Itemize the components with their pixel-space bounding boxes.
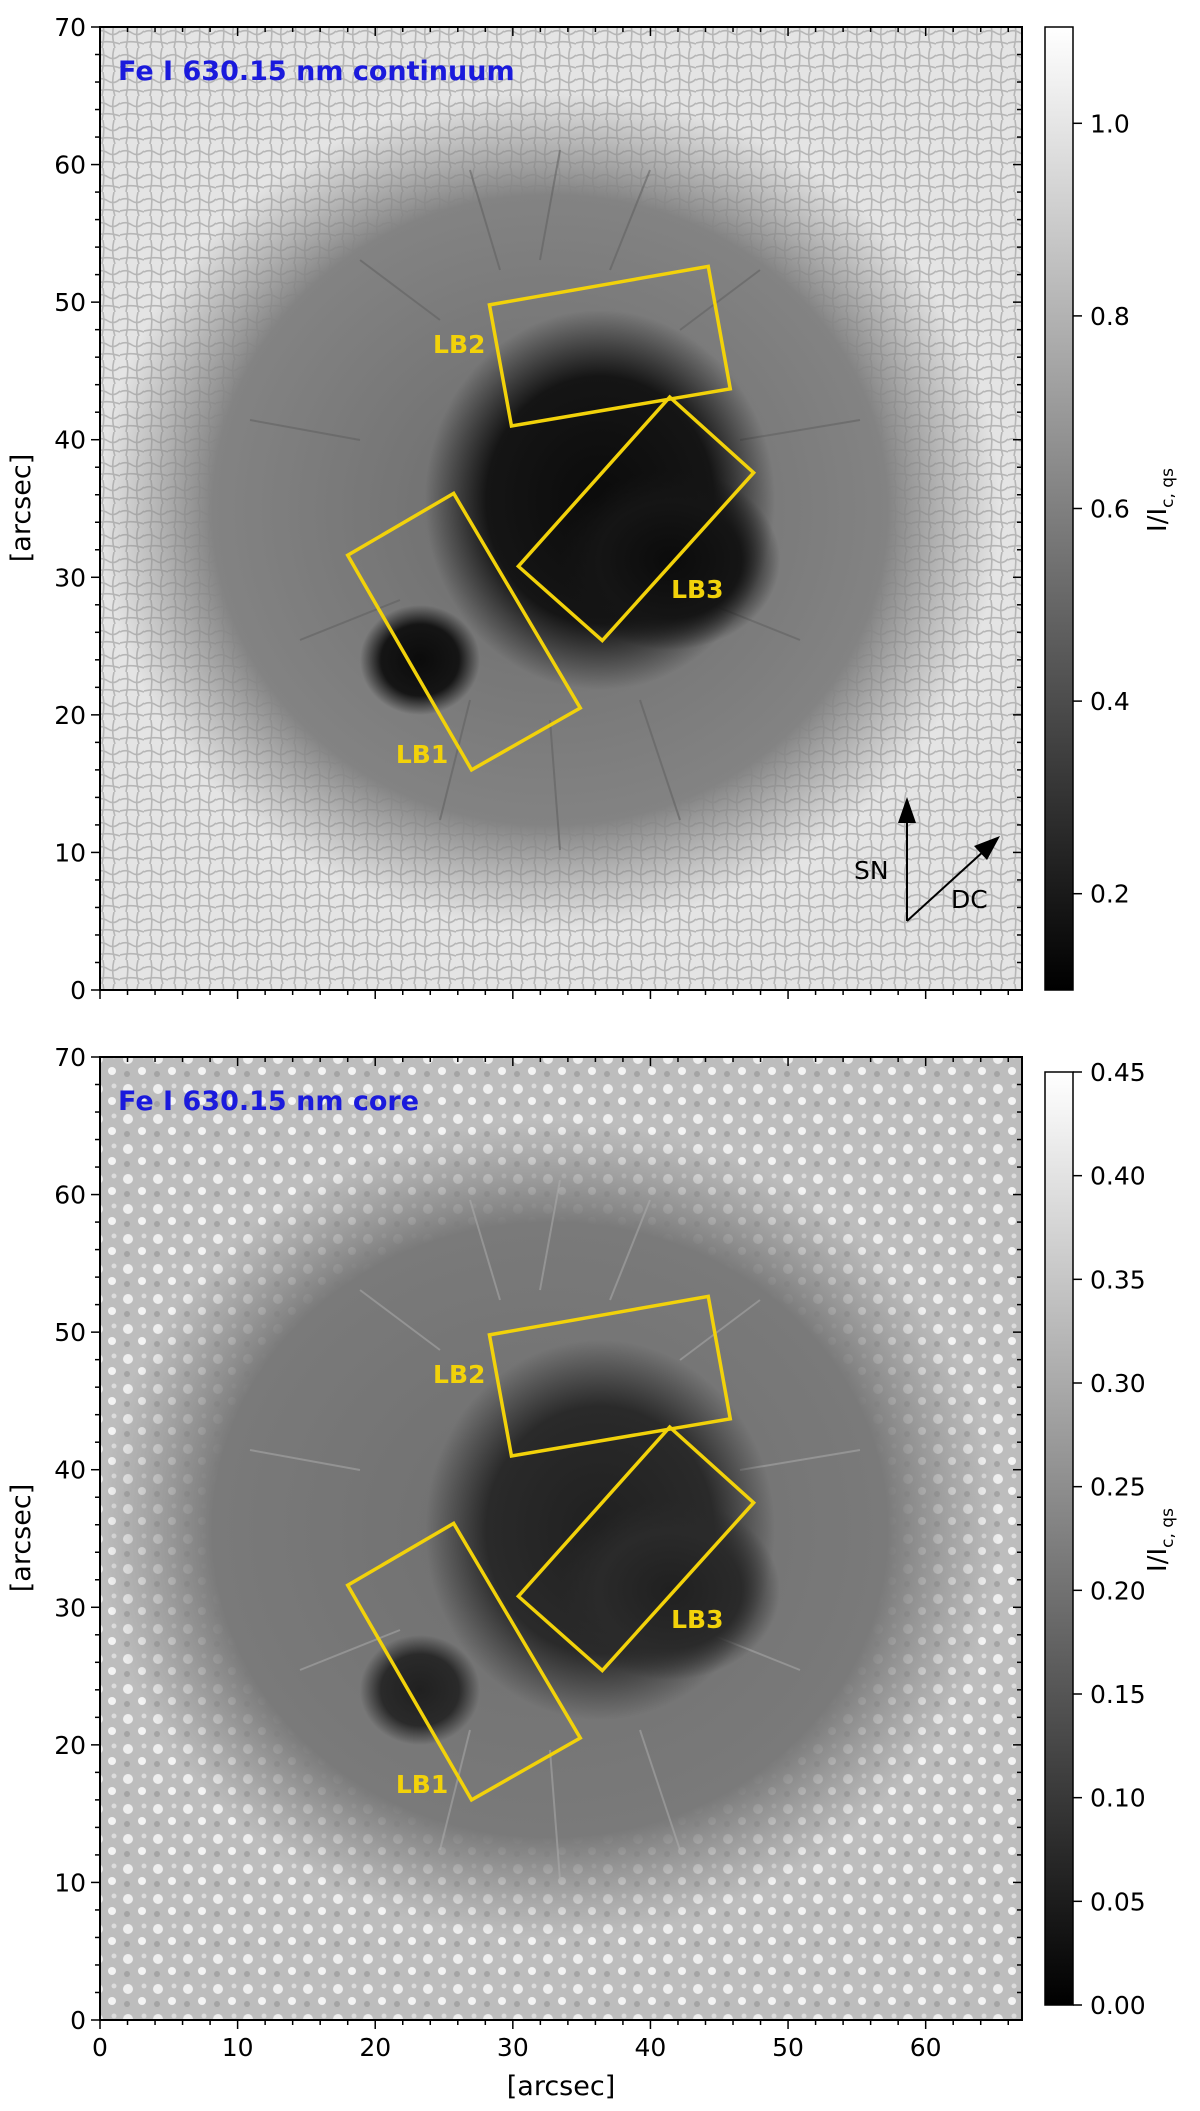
y-tick-label: 0 bbox=[70, 976, 86, 1005]
box-label-lb2: LB2 bbox=[433, 1360, 485, 1389]
box-label-lb1: LB1 bbox=[396, 740, 448, 769]
box-lb3 bbox=[515, 394, 757, 644]
x-tick-label: 40 bbox=[635, 2033, 667, 2062]
box-label-lb1: LB1 bbox=[396, 1770, 448, 1799]
x-tick-label: 50 bbox=[772, 2033, 804, 2062]
x-tick-label: 20 bbox=[359, 2033, 391, 2062]
colorbar-tick-label: 0.25 bbox=[1090, 1473, 1146, 1502]
sn-label: SN bbox=[854, 856, 889, 885]
core-xlabel: [arcsec] bbox=[507, 2071, 616, 2102]
arrow-up-icon bbox=[898, 797, 916, 823]
x-tick-label: 60 bbox=[910, 2033, 942, 2062]
colorbar-tick-label: 0.2 bbox=[1090, 880, 1130, 909]
orientation-arrows: SN DC bbox=[854, 797, 1000, 922]
core-panel: 0 10 20 30 40 50 60 0 10 20 30 40 50 60 70 Fe I 630.1… bbox=[6, 1043, 1178, 2102]
x-tick-label: 0 bbox=[92, 2033, 108, 2062]
continuum-colorbar-ticks: 0.2 0.4 0.6 0.8 1.0 bbox=[1073, 109, 1130, 909]
x-tick-label: 30 bbox=[497, 2033, 529, 2062]
colorbar-tick-label: 0.30 bbox=[1090, 1369, 1146, 1398]
y-tick-label: 20 bbox=[54, 701, 86, 730]
colorbar-tick-label: 0.00 bbox=[1090, 1991, 1146, 2020]
arrow-diagonal-icon bbox=[974, 836, 1000, 860]
colorbar-tick-label: 0.20 bbox=[1090, 1576, 1146, 1605]
core-colorbar: 0.00 0.05 0.10 0.15 0.20 0.25 0.30 0.35 0.40 0.45… bbox=[1044, 1058, 1178, 2020]
core-ylabel: [arcsec] bbox=[6, 1484, 37, 1593]
box-lb2 bbox=[487, 264, 733, 428]
colorbar-tick-label: 1.0 bbox=[1090, 109, 1130, 138]
box-lb1 bbox=[345, 490, 583, 773]
y-tick-label: 70 bbox=[54, 1043, 86, 1072]
x-tick-label: 10 bbox=[222, 2033, 254, 2062]
continuum-ylabel: [arcsec] bbox=[6, 454, 37, 563]
core-axes-frame bbox=[99, 1056, 1023, 2021]
colorbar-tick-label: 0.15 bbox=[1090, 1680, 1146, 1709]
y-tick-label: 70 bbox=[54, 13, 86, 42]
colorbar-tick-label: 0.8 bbox=[1090, 302, 1130, 331]
colorbar-tick-label: 0.6 bbox=[1090, 495, 1130, 524]
continuum-panel: 0 10 20 30 40 50 60 70 Fe I 630.15 nm continuum… bbox=[6, 13, 1178, 1005]
y-tick-label: 50 bbox=[54, 288, 86, 317]
y-tick-label: 0 bbox=[70, 2006, 86, 2035]
continuum-y-ticks: 0 10 20 30 40 50 60 70 bbox=[54, 13, 1022, 1005]
core-colorbar-ticks: 0.00 0.05 0.10 0.15 0.20 0.25 0.30 0.35 0.40 0.45 bbox=[1073, 1058, 1146, 2020]
y-tick-label: 30 bbox=[54, 1593, 86, 1622]
y-tick-label: 10 bbox=[54, 1868, 86, 1897]
box-lb1 bbox=[345, 1520, 583, 1803]
colorbar-tick-label: 0.05 bbox=[1090, 1887, 1146, 1916]
core-image bbox=[100, 1057, 1022, 2020]
box-lb2 bbox=[487, 1294, 733, 1458]
y-tick-label: 60 bbox=[54, 151, 86, 180]
y-tick-label: 30 bbox=[54, 563, 86, 592]
box-lb3 bbox=[515, 1424, 757, 1674]
y-tick-label: 40 bbox=[54, 1456, 86, 1485]
core-light-bridge-boxes: LB1 LB2 LB3 bbox=[345, 1294, 757, 1803]
continuum-image bbox=[100, 27, 1022, 990]
colorbar-tick-label: 0.40 bbox=[1090, 1162, 1146, 1191]
y-tick-label: 10 bbox=[54, 838, 86, 867]
core-y-ticks: 0 10 20 30 40 50 60 70 bbox=[54, 1043, 1022, 2035]
colorbar-tick-label: 0.35 bbox=[1090, 1265, 1146, 1294]
continuum-light-bridge-boxes: LB1 LB2 LB3 bbox=[345, 264, 757, 773]
y-tick-label: 50 bbox=[54, 1318, 86, 1347]
colorbar-tick-label: 0.10 bbox=[1090, 1784, 1146, 1813]
core-colorbar-label: I/Ic, qs bbox=[1143, 1508, 1178, 1572]
continuum-title: Fe I 630.15 nm continuum bbox=[118, 56, 515, 87]
y-tick-label: 60 bbox=[54, 1181, 86, 1210]
box-label-lb3: LB3 bbox=[671, 575, 723, 604]
continuum-colorbar: 0.2 0.4 0.6 0.8 1.0 I/Ic, qs bbox=[1044, 26, 1178, 991]
box-label-lb2: LB2 bbox=[433, 330, 485, 359]
continuum-colorbar-label: I/Ic, qs bbox=[1143, 468, 1178, 532]
y-tick-label: 20 bbox=[54, 1731, 86, 1760]
y-tick-label: 40 bbox=[54, 426, 86, 455]
colorbar-tick-label: 0.4 bbox=[1090, 687, 1130, 716]
dc-label: DC bbox=[951, 885, 988, 914]
colorbar-tick-label: 0.45 bbox=[1090, 1058, 1146, 1087]
core-x-ticks: 0 10 20 30 40 50 60 bbox=[92, 1057, 1009, 2062]
core-title: Fe I 630.15 nm core bbox=[118, 1086, 419, 1117]
continuum-x-ticks bbox=[99, 27, 1009, 999]
box-label-lb3: LB3 bbox=[671, 1605, 723, 1634]
continuum-axes-frame bbox=[99, 26, 1023, 991]
